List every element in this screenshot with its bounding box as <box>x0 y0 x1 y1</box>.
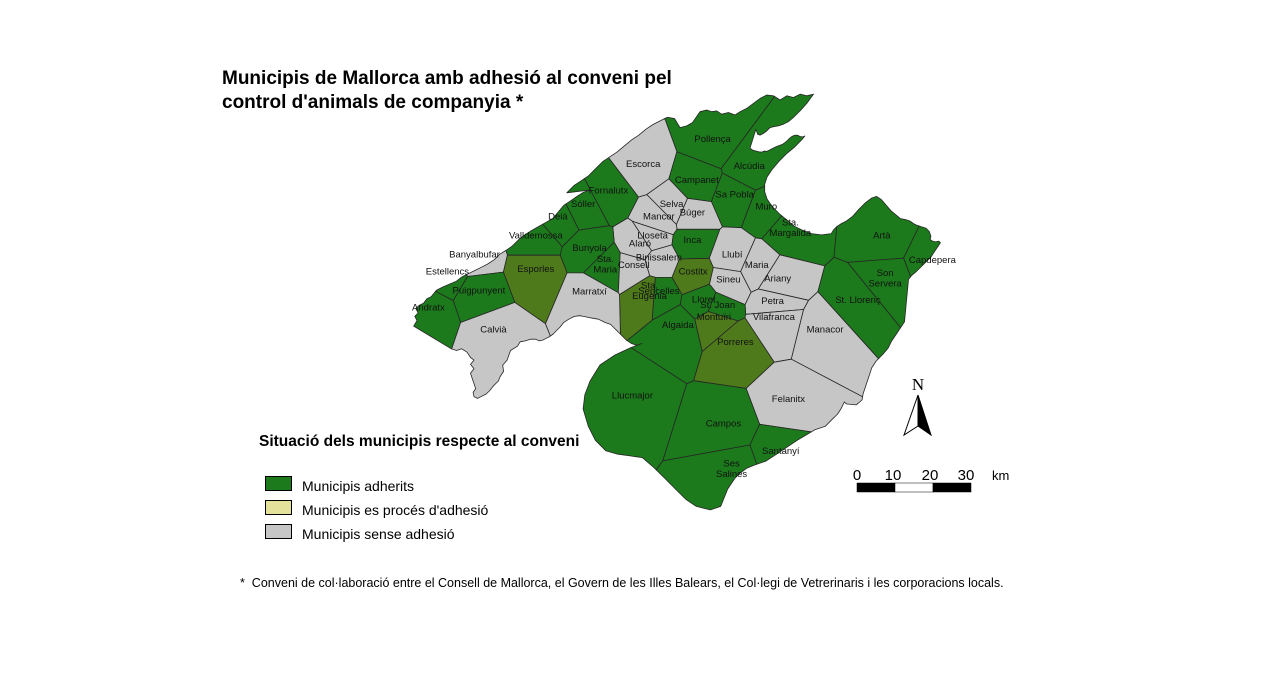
svg-text:Ses: Ses <box>723 459 740 470</box>
svg-text:Esporles: Esporles <box>517 264 554 275</box>
svg-text:Calvià: Calvià <box>480 325 507 336</box>
svg-text:Sóller: Sóller <box>571 199 595 210</box>
svg-text:Inca: Inca <box>683 235 702 246</box>
svg-text:Son: Son <box>877 268 894 279</box>
svg-text:Puigpunyent: Puigpunyent <box>452 285 505 296</box>
svg-text:Sa Pobla: Sa Pobla <box>715 189 754 200</box>
svg-text:10: 10 <box>885 467 902 484</box>
svg-text:Sineu: Sineu <box>716 275 740 286</box>
svg-text:Estellencs: Estellencs <box>426 267 470 278</box>
svg-text:Sencelles: Sencelles <box>638 286 679 297</box>
svg-text:Margalida: Margalida <box>769 228 811 239</box>
svg-text:30: 30 <box>958 467 975 484</box>
svg-text:Valldemossa: Valldemossa <box>509 231 563 242</box>
svg-text:Algaida: Algaida <box>662 320 694 331</box>
svg-text:Sta.: Sta. <box>782 217 799 228</box>
svg-text:St. Joan: St. Joan <box>700 300 735 311</box>
svg-text:Costitx: Costitx <box>679 267 708 278</box>
svg-text:Marratxí: Marratxí <box>572 287 607 298</box>
svg-text:Campanet: Campanet <box>675 175 719 186</box>
svg-text:Porreres: Porreres <box>717 337 754 348</box>
svg-text:Servera: Servera <box>868 278 902 289</box>
svg-text:Banyalbufar: Banyalbufar <box>449 249 500 260</box>
svg-text:Deià: Deià <box>548 212 568 223</box>
svg-text:Ariany: Ariany <box>764 273 791 284</box>
svg-text:Maria: Maria <box>593 264 617 275</box>
svg-text:Andratx: Andratx <box>412 303 445 314</box>
svg-text:Consell: Consell <box>618 260 650 271</box>
svg-text:Petra: Petra <box>761 296 784 307</box>
svg-text:N: N <box>912 375 924 394</box>
svg-text:Sta.: Sta. <box>597 254 614 265</box>
svg-text:Llucmajor: Llucmajor <box>612 390 653 401</box>
svg-text:Vilafranca: Vilafranca <box>753 312 796 323</box>
svg-text:St. Llorenç: St. Llorenç <box>835 295 881 306</box>
svg-text:Campos: Campos <box>706 419 742 430</box>
svg-text:Llubí: Llubí <box>722 249 743 260</box>
svg-text:Pollença: Pollença <box>694 134 731 145</box>
svg-text:20: 20 <box>922 467 939 484</box>
svg-text:Salines: Salines <box>716 469 747 480</box>
svg-text:Bunyola: Bunyola <box>572 243 607 254</box>
svg-text:Muro: Muro <box>755 201 777 212</box>
svg-text:Búger: Búger <box>680 208 705 219</box>
svg-text:Fornalutx: Fornalutx <box>589 186 629 197</box>
svg-text:Santanyí: Santanyí <box>762 446 800 457</box>
svg-text:0: 0 <box>853 467 861 484</box>
svg-text:Montuïri: Montuïri <box>697 312 731 323</box>
svg-text:Capdepera: Capdepera <box>909 255 957 266</box>
svg-text:Alcúdia: Alcúdia <box>734 161 766 172</box>
svg-text:Felanitx: Felanitx <box>772 394 806 405</box>
svg-text:Mancor: Mancor <box>643 212 675 223</box>
svg-text:Manacor: Manacor <box>807 325 844 336</box>
svg-text:Maria: Maria <box>745 260 769 271</box>
svg-text:Lloseta: Lloseta <box>637 231 668 242</box>
svg-text:Escorca: Escorca <box>626 159 661 170</box>
svg-text:Artà: Artà <box>873 231 891 242</box>
svg-text:km: km <box>992 468 1009 483</box>
